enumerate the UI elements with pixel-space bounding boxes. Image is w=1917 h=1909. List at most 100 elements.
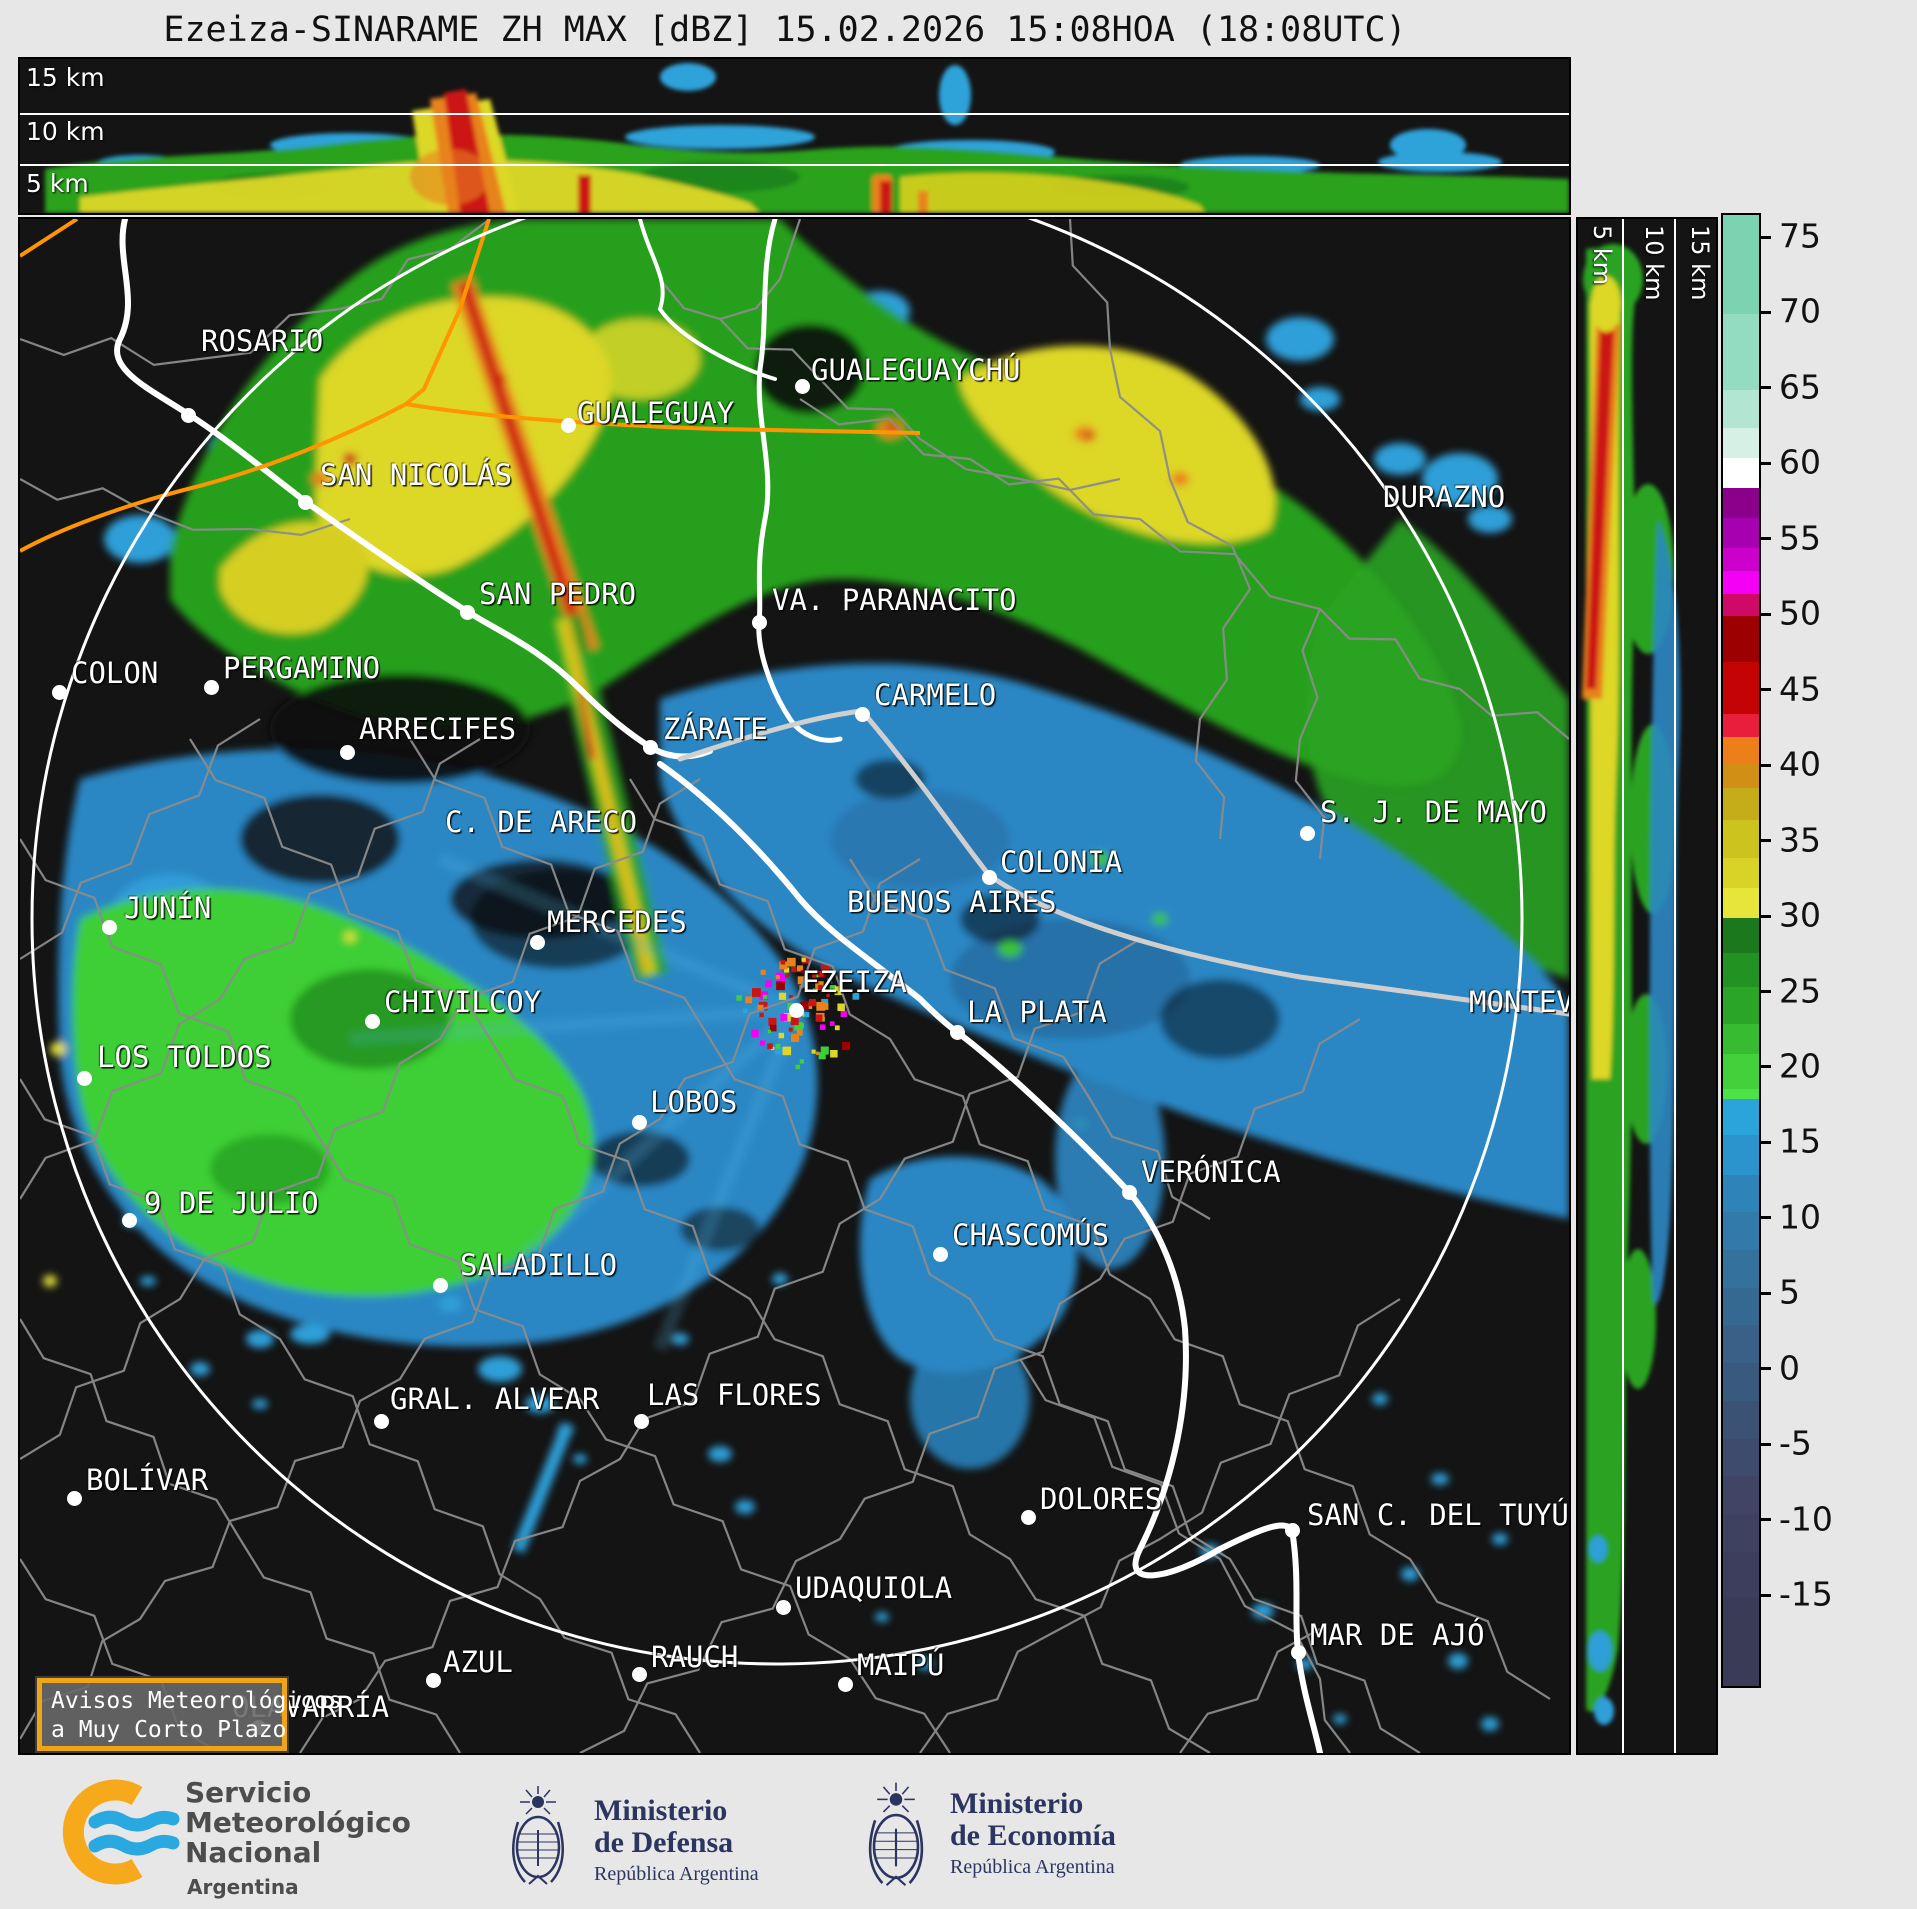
top-cross-section-panel: 15 km 10 km 5 km [18,57,1571,215]
colorbar-segment [1723,987,1759,1024]
dbz-colorbar [1721,213,1761,1688]
colorbar-tick-label: 70 [1779,292,1821,332]
colorbar-segment [1723,736,1759,763]
colorbar-segment [1723,616,1759,662]
city-dot [751,614,767,630]
city-dot [373,1413,389,1429]
colorbar-segment [1723,1514,1759,1552]
colorbar-tick [1759,914,1771,918]
city-label: GUALEGUAY [577,396,735,430]
city-dot [1020,1509,1036,1525]
city-label: GRAL. ALVEAR [390,1382,600,1416]
colorbar-segment [1723,952,1759,988]
colorbar-tick [1759,386,1771,390]
colorbar-tick-label: 40 [1779,744,1821,784]
colorbar-tick [1759,1291,1771,1295]
city-label: RAUCH [651,1640,739,1674]
city-dot [1284,1522,1300,1538]
colorbar-tick-label: 20 [1779,1046,1821,1086]
side-cross-section-echoes [1582,219,1681,1753]
colorbar-tick [1759,990,1771,993]
colorbar-segment [1723,1325,1759,1364]
colorbar-tick [1759,537,1771,541]
defensa-line3: República Argentina [594,1863,759,1885]
colorbar-tick [1759,235,1771,239]
city-dot [339,744,355,760]
main-radar-map: ROSARIO GUALEGUAYCHÚ GUALEGUAY SAN NICOLÁS D… [18,217,1571,1755]
city-dot [121,1212,137,1228]
colorbar-segment [1723,819,1759,858]
top-height-label-10km: 10 km [26,117,105,146]
city-dot [560,417,576,433]
city-label: SAN PEDRO [479,577,637,611]
colorbar-segment [1723,714,1759,737]
radar-site-clutter [736,955,860,1070]
city-dot [529,934,545,950]
city-label: SAN NICOLÁS [320,458,513,492]
city-label: AZUL [443,1645,513,1679]
city-label: MAR DE AJÓ [1310,1618,1485,1652]
colorbar-segment [1723,593,1759,617]
colorbar-segment [1723,457,1759,488]
colorbar-segment [1723,314,1759,390]
city-dot [425,1672,441,1688]
city-dot [180,407,196,423]
city-label: ROSARIO [201,324,324,358]
colorbar-segment [1723,1174,1759,1213]
city-dot [642,739,658,755]
city-dot [633,1413,649,1429]
defensa-line1: Ministerio [594,1794,728,1827]
city-dot [101,919,117,935]
city-dot [794,378,810,394]
city-label: MERCEDES [547,905,687,939]
colorbar-tick-label: 5 [1779,1273,1800,1313]
colorbar-tick-label: 30 [1779,895,1821,935]
city-dot [1121,1184,1137,1200]
colorbar-tick [1759,1216,1771,1220]
side-height-label-5km: 5 km [1588,225,1616,286]
radar-range-circle [30,219,1524,1666]
city-label: DURAZNO [1383,480,1506,514]
colorbar-segment [1723,661,1759,715]
economia-line3: República Argentina [950,1856,1115,1878]
city-dot [932,1246,948,1262]
city-label: COLONIA [1000,845,1123,879]
colorbar-tick [1759,310,1771,314]
colorbar-segment [1723,1250,1759,1288]
city-label: 9 DE JULIO [144,1186,319,1220]
economia-coat-of-arms-icon [868,1782,924,1886]
city-label: PERGAMINO [223,651,381,685]
city-label: ARRECIFES [359,712,517,746]
colorbar-segment [1723,1099,1759,1136]
colorbar-tick-label: -5 [1779,1423,1812,1463]
smn-name-line3: Nacional [185,1836,322,1869]
colorbar-tick-label: 65 [1779,367,1821,407]
smn-name-line1: Servicio [185,1776,312,1809]
colorbar-tick-label: -15 [1779,1574,1833,1614]
colorbar-tick [1759,1593,1771,1597]
colorbar-tick [1759,461,1771,465]
city-label: MONTEV [1469,985,1571,1019]
city-label: C. DE ARECO [445,805,638,839]
colorbar-tick-label: 0 [1779,1348,1800,1388]
city-dot [1290,1644,1306,1660]
city-dot [631,1666,647,1682]
city-dot [1299,825,1315,841]
city-label: LA PLATA [967,995,1107,1029]
city-label: S. J. DE MAYO [1320,795,1547,829]
page-title: Ezeiza-SINARAME ZH MAX [dBZ] 15.02.2026 … [163,10,1407,50]
smn-name-line4: Argentina [187,1875,299,1899]
colorbar-segment [1723,427,1759,458]
colorbar-tick-label: -10 [1779,1499,1833,1539]
city-label: GUALEGUAYCHÚ [811,353,1021,387]
colorbar-segment [1723,1438,1759,1477]
colorbar-segment [1723,215,1759,315]
economia-line1: Ministerio [950,1787,1084,1820]
colorbar-segment [1723,487,1759,519]
district-borders [20,219,1569,1753]
city-label: LAS FLORES [647,1378,822,1412]
colorbar-segment [1723,1088,1759,1100]
colorbar-segment [1723,518,1759,549]
top-height-label-5km: 5 km [26,169,89,198]
